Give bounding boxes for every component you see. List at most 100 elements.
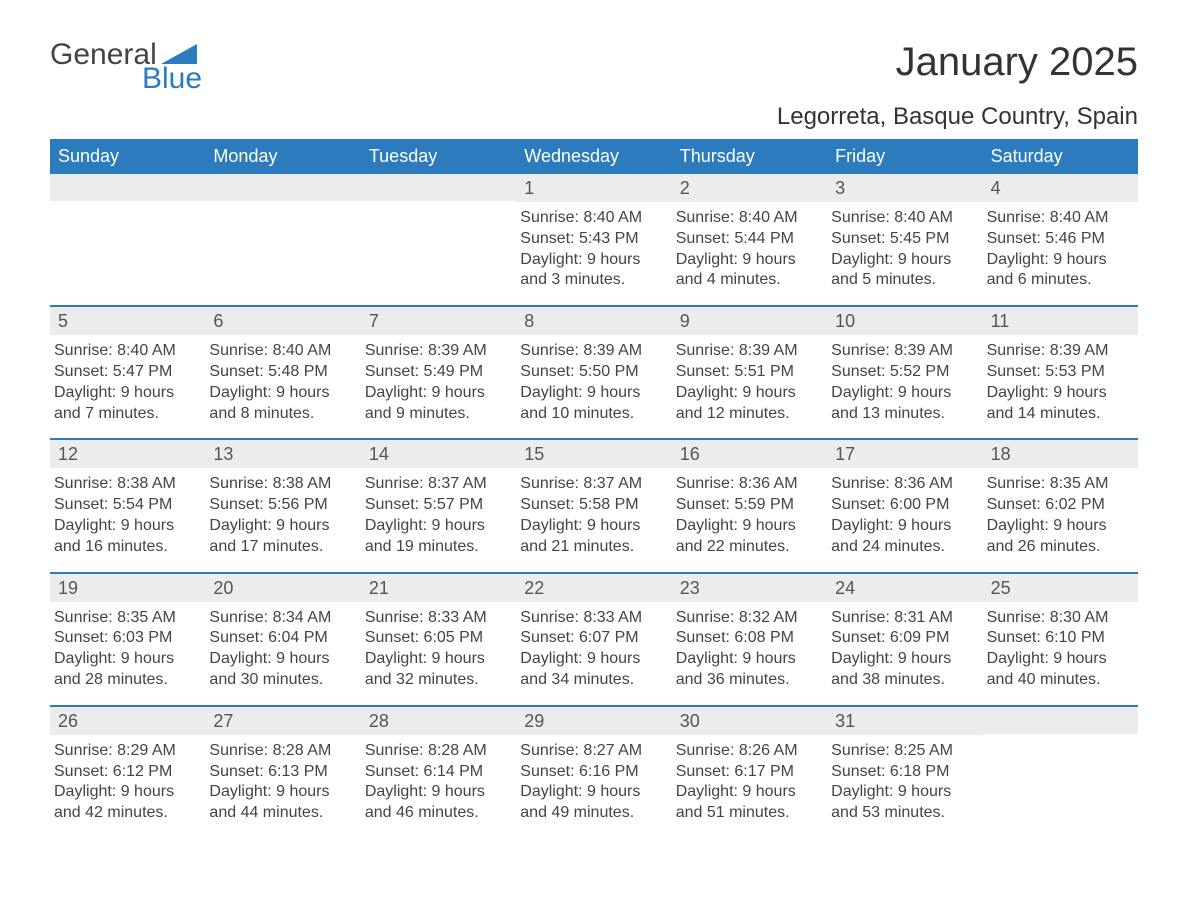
day-sunrise: Sunrise: 8:38 AM: [54, 474, 197, 495]
day-sunrise: Sunrise: 8:28 AM: [209, 741, 352, 762]
day-dl2: and 36 minutes.: [676, 670, 819, 691]
day-cell: 26 Sunrise: 8:29 AMSunset: 6:12 PMDayligh…: [50, 707, 205, 838]
day-dl1: Daylight: 9 hours: [987, 383, 1130, 404]
day-number: 5: [58, 311, 68, 331]
day-sunrise: Sunrise: 8:27 AM: [520, 741, 663, 762]
day-number: 20: [213, 578, 233, 598]
week-row: 26 Sunrise: 8:29 AMSunset: 6:12 PMDayligh…: [50, 705, 1138, 838]
day-dl1: Daylight: 9 hours: [676, 649, 819, 670]
day-sunrise: Sunrise: 8:35 AM: [54, 608, 197, 629]
day-body: Sunrise: 8:28 AMSunset: 6:14 PMDaylight:…: [361, 735, 516, 824]
day-sunrise: Sunrise: 8:37 AM: [520, 474, 663, 495]
week-row: 1Sunrise: 8:40 AMSunset: 5:43 PMDaylight…: [50, 174, 1138, 305]
day-dl1: Daylight: 9 hours: [520, 516, 663, 537]
day-number: 24: [835, 578, 855, 598]
day-cell: 9Sunrise: 8:39 AMSunset: 5:51 PMDaylight…: [672, 307, 827, 438]
day-cell: 29Sunrise: 8:27 AMSunset: 6:16 PMDayligh…: [516, 707, 671, 838]
day-number: 6: [213, 311, 223, 331]
day-sunrise: Sunrise: 8:40 AM: [987, 208, 1130, 229]
day-dl1: Daylight: 9 hours: [209, 782, 352, 803]
day-dl2: and 19 minutes.: [365, 537, 508, 558]
day-dl1: Daylight: 9 hours: [831, 782, 974, 803]
day-cell: 1Sunrise: 8:40 AMSunset: 5:43 PMDaylight…: [516, 174, 671, 305]
calendar: SundayMondayTuesdayWednesdayThursdayFrid…: [50, 139, 1138, 838]
day-sunset: Sunset: 6:10 PM: [987, 628, 1130, 649]
day-dl1: Daylight: 9 hours: [54, 516, 197, 537]
day-cell: 23Sunrise: 8:32 AMSunset: 6:08 PMDayligh…: [672, 574, 827, 705]
weekday-header: Saturday: [983, 139, 1138, 174]
day-number: 16: [680, 444, 700, 464]
day-number: 4: [991, 178, 1001, 198]
weekday-header: Sunday: [50, 139, 205, 174]
location: Legorreta, Basque Country, Spain: [777, 103, 1138, 131]
day-body: Sunrise: 8:38 AMSunset: 5:56 PMDaylight:…: [205, 468, 360, 557]
day-number: 30: [680, 711, 700, 731]
day-cell: 16 Sunrise: 8:36 AMSunset: 5:59 PMDayligh…: [672, 440, 827, 571]
weekday-header-row: SundayMondayTuesdayWednesdayThursdayFrid…: [50, 139, 1138, 174]
day-body: Sunrise: 8:37 AMSunset: 5:58 PMDaylight:…: [516, 468, 671, 557]
day-number: 25: [991, 578, 1011, 598]
day-number-row: 15: [516, 440, 671, 468]
day-dl2: and 21 minutes.: [520, 537, 663, 558]
day-number-row: 11: [983, 307, 1138, 335]
day-body: Sunrise: 8:33 AMSunset: 6:05 PMDaylight:…: [361, 602, 516, 691]
day-number-row: 23: [672, 574, 827, 602]
day-number: 21: [369, 578, 389, 598]
day-number-row: 14: [361, 440, 516, 468]
day-dl2: and 10 minutes.: [520, 404, 663, 425]
weekday-header: Thursday: [672, 139, 827, 174]
day-dl1: Daylight: 9 hours: [209, 383, 352, 404]
day-dl2: and 40 minutes.: [987, 670, 1130, 691]
day-body: Sunrise: 8:36 AMSunset: 5:59 PMDaylight:…: [672, 468, 827, 557]
day-cell: 11Sunrise: 8:39 AMSunset: 5:53 PMDayligh…: [983, 307, 1138, 438]
day-body: Sunrise: 8:35 AMSunset: 6:03 PMDaylight:…: [50, 602, 205, 691]
day-dl1: Daylight: 9 hours: [365, 516, 508, 537]
header: General Blue January 2025 Legorreta, Bas…: [50, 40, 1138, 131]
day-body: Sunrise: 8:38 AMSunset: 5:54 PMDaylight:…: [50, 468, 205, 557]
day-number-row: 20: [205, 574, 360, 602]
day-dl1: Daylight: 9 hours: [676, 383, 819, 404]
day-sunset: Sunset: 6:05 PM: [365, 628, 508, 649]
day-dl2: and 34 minutes.: [520, 670, 663, 691]
day-dl2: and 9 minutes.: [365, 404, 508, 425]
day-sunset: Sunset: 5:48 PM: [209, 362, 352, 383]
day-sunset: Sunset: 5:44 PM: [676, 229, 819, 250]
day-cell: 31Sunrise: 8:25 AMSunset: 6:18 PMDayligh…: [827, 707, 982, 838]
day-dl2: and 12 minutes.: [676, 404, 819, 425]
day-body: Sunrise: 8:29 AMSunset: 6:12 PMDaylight:…: [50, 735, 205, 824]
day-number: 26: [58, 711, 78, 731]
day-dl2: and 53 minutes.: [831, 803, 974, 824]
day-sunrise: Sunrise: 8:25 AM: [831, 741, 974, 762]
day-body: Sunrise: 8:39 AMSunset: 5:49 PMDaylight:…: [361, 335, 516, 424]
day-dl2: and 17 minutes.: [209, 537, 352, 558]
day-number: 13: [213, 444, 233, 464]
day-body: Sunrise: 8:34 AMSunset: 6:04 PMDaylight:…: [205, 602, 360, 691]
day-dl1: Daylight: 9 hours: [831, 250, 974, 271]
day-dl2: and 32 minutes.: [365, 670, 508, 691]
day-number-row: 24: [827, 574, 982, 602]
day-sunset: Sunset: 5:47 PM: [54, 362, 197, 383]
day-dl2: and 28 minutes.: [54, 670, 197, 691]
day-sunrise: Sunrise: 8:33 AM: [365, 608, 508, 629]
day-number: 7: [369, 311, 379, 331]
day-dl2: and 42 minutes.: [54, 803, 197, 824]
day-body: Sunrise: 8:37 AMSunset: 5:57 PMDaylight:…: [361, 468, 516, 557]
day-cell: 6Sunrise: 8:40 AMSunset: 5:48 PMDaylight…: [205, 307, 360, 438]
day-dl2: and 24 minutes.: [831, 537, 974, 558]
day-body: Sunrise: 8:35 AMSunset: 6:02 PMDaylight:…: [983, 468, 1138, 557]
day-sunset: Sunset: 6:18 PM: [831, 762, 974, 783]
empty-day-cell: [50, 174, 205, 305]
day-number-row: 17: [827, 440, 982, 468]
day-sunset: Sunset: 5:45 PM: [831, 229, 974, 250]
day-dl1: Daylight: 9 hours: [831, 649, 974, 670]
day-sunrise: Sunrise: 8:40 AM: [54, 341, 197, 362]
day-body: Sunrise: 8:39 AMSunset: 5:52 PMDaylight:…: [827, 335, 982, 424]
week-row: 12Sunrise: 8:38 AMSunset: 5:54 PMDayligh…: [50, 438, 1138, 571]
day-number-row: 4: [983, 174, 1138, 202]
day-number-row: 26: [50, 707, 205, 735]
weekday-header: Tuesday: [361, 139, 516, 174]
day-number-row: 5: [50, 307, 205, 335]
day-number-row: 28: [361, 707, 516, 735]
day-sunset: Sunset: 6:08 PM: [676, 628, 819, 649]
day-cell: 21 Sunrise: 8:33 AMSunset: 6:05 PMDayligh…: [361, 574, 516, 705]
